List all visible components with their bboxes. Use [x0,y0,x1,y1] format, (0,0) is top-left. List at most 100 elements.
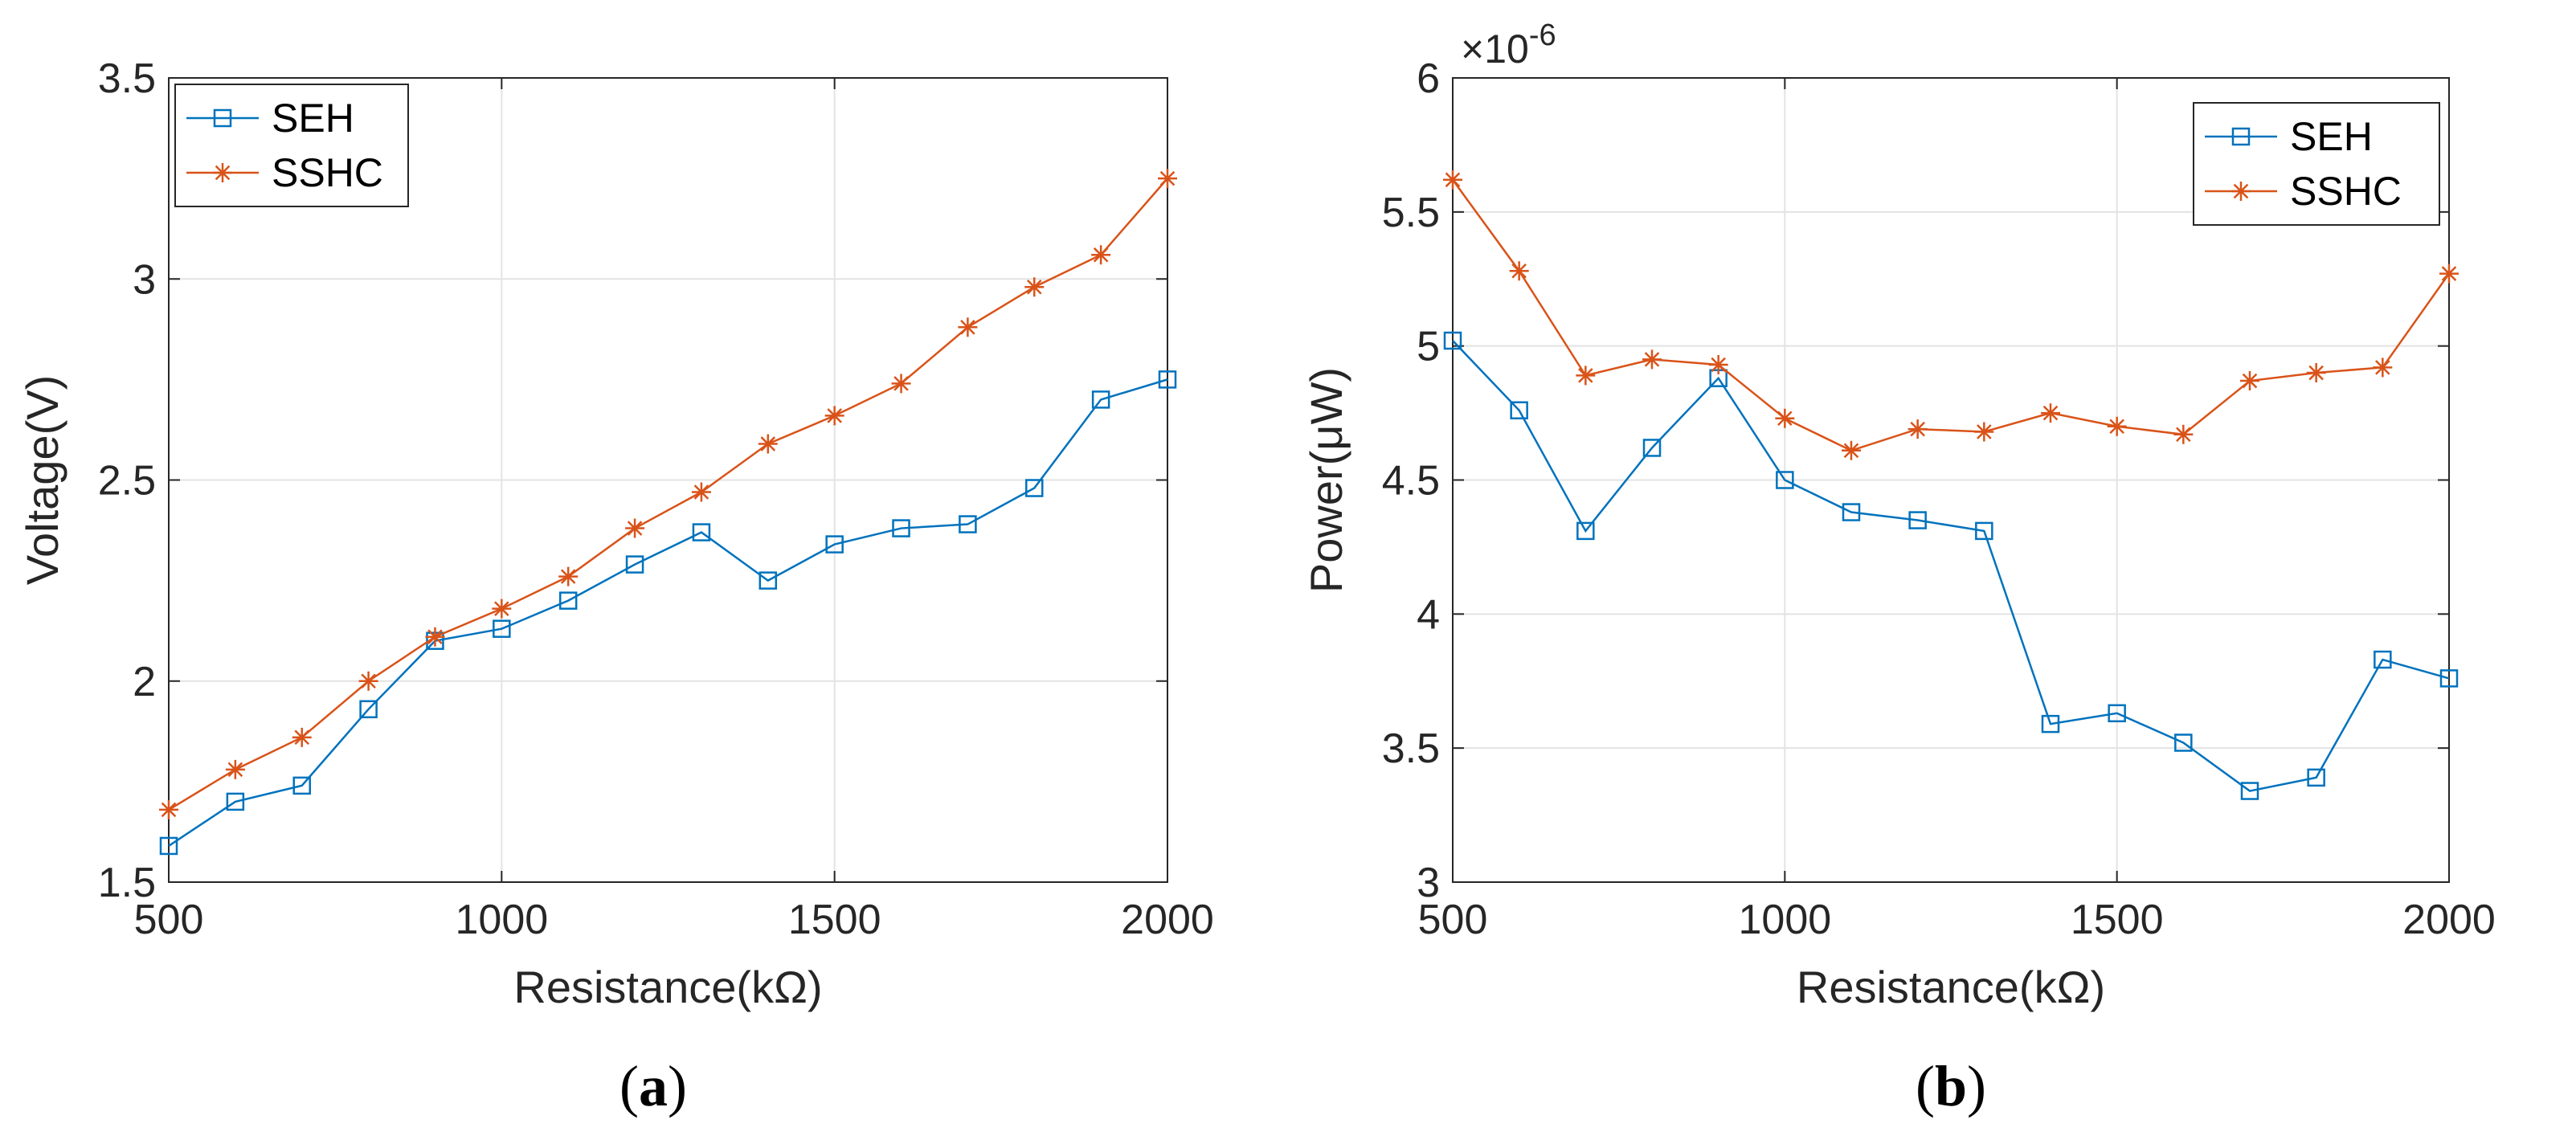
data-point-seh [959,515,977,533]
data-point-sshc [1842,440,1861,460]
y-tick-label: 3 [1417,860,1440,906]
panel-b-exponent-base: ×10 [1461,27,1529,72]
data-point-seh [692,523,711,541]
series-seh [1443,331,2459,800]
data-point-seh [825,535,844,554]
panel-b-y-axis-label: Power(μW) [1301,367,1351,593]
legend-entry-seh: SEH [2205,114,2373,159]
data-point-seh [625,555,644,574]
data-point-sshc [1443,170,1462,190]
data-point-seh [1025,479,1044,497]
data-point-seh [1975,521,1993,541]
data-point-seh [2174,733,2193,752]
data-point-seh [493,619,511,638]
series-line-seh [1452,340,2450,792]
series-sshc [159,169,1177,819]
data-point-seh [2108,704,2126,723]
data-point-seh [892,519,910,537]
data-point-seh [159,836,178,856]
data-point-sshc [1775,408,1795,428]
panel-b-legend-box [2193,102,2440,226]
panel-b-x-ticks: 500 1000 1500 2000 [1418,78,2496,943]
panel-b-caption-close: ) [1967,1054,1986,1118]
data-point-seh [1443,331,1462,350]
panel-b-exponent-value: -6 [1529,18,1556,52]
data-point-sshc [2240,371,2259,391]
series-seh [159,370,1177,856]
data-point-sshc [2306,363,2326,383]
data-point-sshc [1642,349,1662,370]
x-tick-label: 1000 [1738,897,1831,943]
y-tick-label: 5.5 [1382,190,1440,236]
data-point-seh [2374,650,2392,669]
panel-b-caption-letter: b [1935,1054,1967,1118]
panel-b-legend-items: SEH SSHC [2205,114,2402,214]
y-tick-label: 6 [1417,55,1440,102]
data-point-sshc [2107,416,2127,436]
data-point-seh [1842,503,1861,521]
panel-a-legend: SEH SSHC [174,84,409,207]
data-point-seh [558,591,578,610]
data-point-sshc [1509,261,1529,281]
legend-entry-sshc: SSHC [186,150,383,195]
legend-marker [213,163,232,182]
data-point-seh [1510,401,1528,419]
data-point-seh [292,776,311,795]
panel-b-legend: SEH SSHC [2193,102,2440,226]
data-point-seh [1576,521,1595,541]
panel-a-caption: (a) [619,1054,687,1118]
data-point-seh [1776,471,1794,489]
data-point-seh [226,792,245,811]
panel-b-y-ticks: 3 3.5 4 4.5 5 5.5 6 [1382,55,2449,906]
data-point-seh [2439,669,2459,688]
data-point-sshc [225,759,245,779]
legend-label: SSHC [272,150,383,195]
panel-a: 500 1000 1500 2000 1.5 2 2.5 3 3.5 Resistance(k… [17,55,1214,1118]
x-tick-label: 1500 [2071,897,2164,943]
panel-a-legend-box [174,84,409,207]
panel-a-x-ticks: 500 1000 1500 2000 [134,78,1214,943]
panel-b-exponent-label: ×10-6 [1461,18,1556,72]
panel-a-caption-letter: a [639,1054,668,1118]
panel-b-x-axis-label: Resistance(kΩ) [1797,962,2105,1012]
x-tick-label: 1000 [455,897,548,943]
data-point-seh [1091,390,1110,409]
data-point-sshc [492,599,512,619]
panel-a-y-axis-label: Voltage(V) [17,375,67,586]
data-point-sshc [2439,264,2459,284]
panel-a-y-ticks: 1.5 2 2.5 3 3.5 [98,55,1167,906]
y-tick-label: 5 [1417,324,1440,370]
series-sshc [1443,170,2459,460]
panel-a-caption-close: ) [668,1054,687,1118]
legend-label: SEH [272,96,354,141]
data-point-sshc [425,627,445,647]
y-tick-label: 4.5 [1382,458,1440,505]
y-tick-label: 2.5 [98,458,156,505]
data-point-seh [1642,439,1662,457]
data-point-seh [2307,768,2325,787]
legend-marker [2231,127,2251,146]
data-point-sshc [2373,358,2393,378]
panel-b-series [1443,170,2459,800]
data-point-sshc [1576,366,1596,386]
data-point-sshc [758,434,778,454]
panel-a-x-axis-label: Resistance(kΩ) [513,962,822,1012]
y-tick-label: 3.5 [1382,725,1440,772]
y-tick-label: 3.5 [98,55,156,102]
series-line-sshc [1451,179,2451,452]
data-point-sshc [2173,424,2194,444]
data-point-sshc [1907,419,1928,439]
data-point-seh [359,700,378,719]
x-tick-label: 2000 [2402,897,2496,943]
data-point-sshc [2041,403,2060,423]
legend-label: SEH [2290,114,2373,159]
series-line-sshc [168,178,1168,811]
data-point-seh [2041,714,2060,733]
x-tick-label: 500 [1418,897,1488,943]
panel-a-series [159,169,1177,856]
y-tick-label: 2 [133,659,156,705]
x-tick-label: 2000 [1121,897,1214,943]
data-point-sshc [958,317,978,337]
data-point-seh [2240,782,2259,800]
